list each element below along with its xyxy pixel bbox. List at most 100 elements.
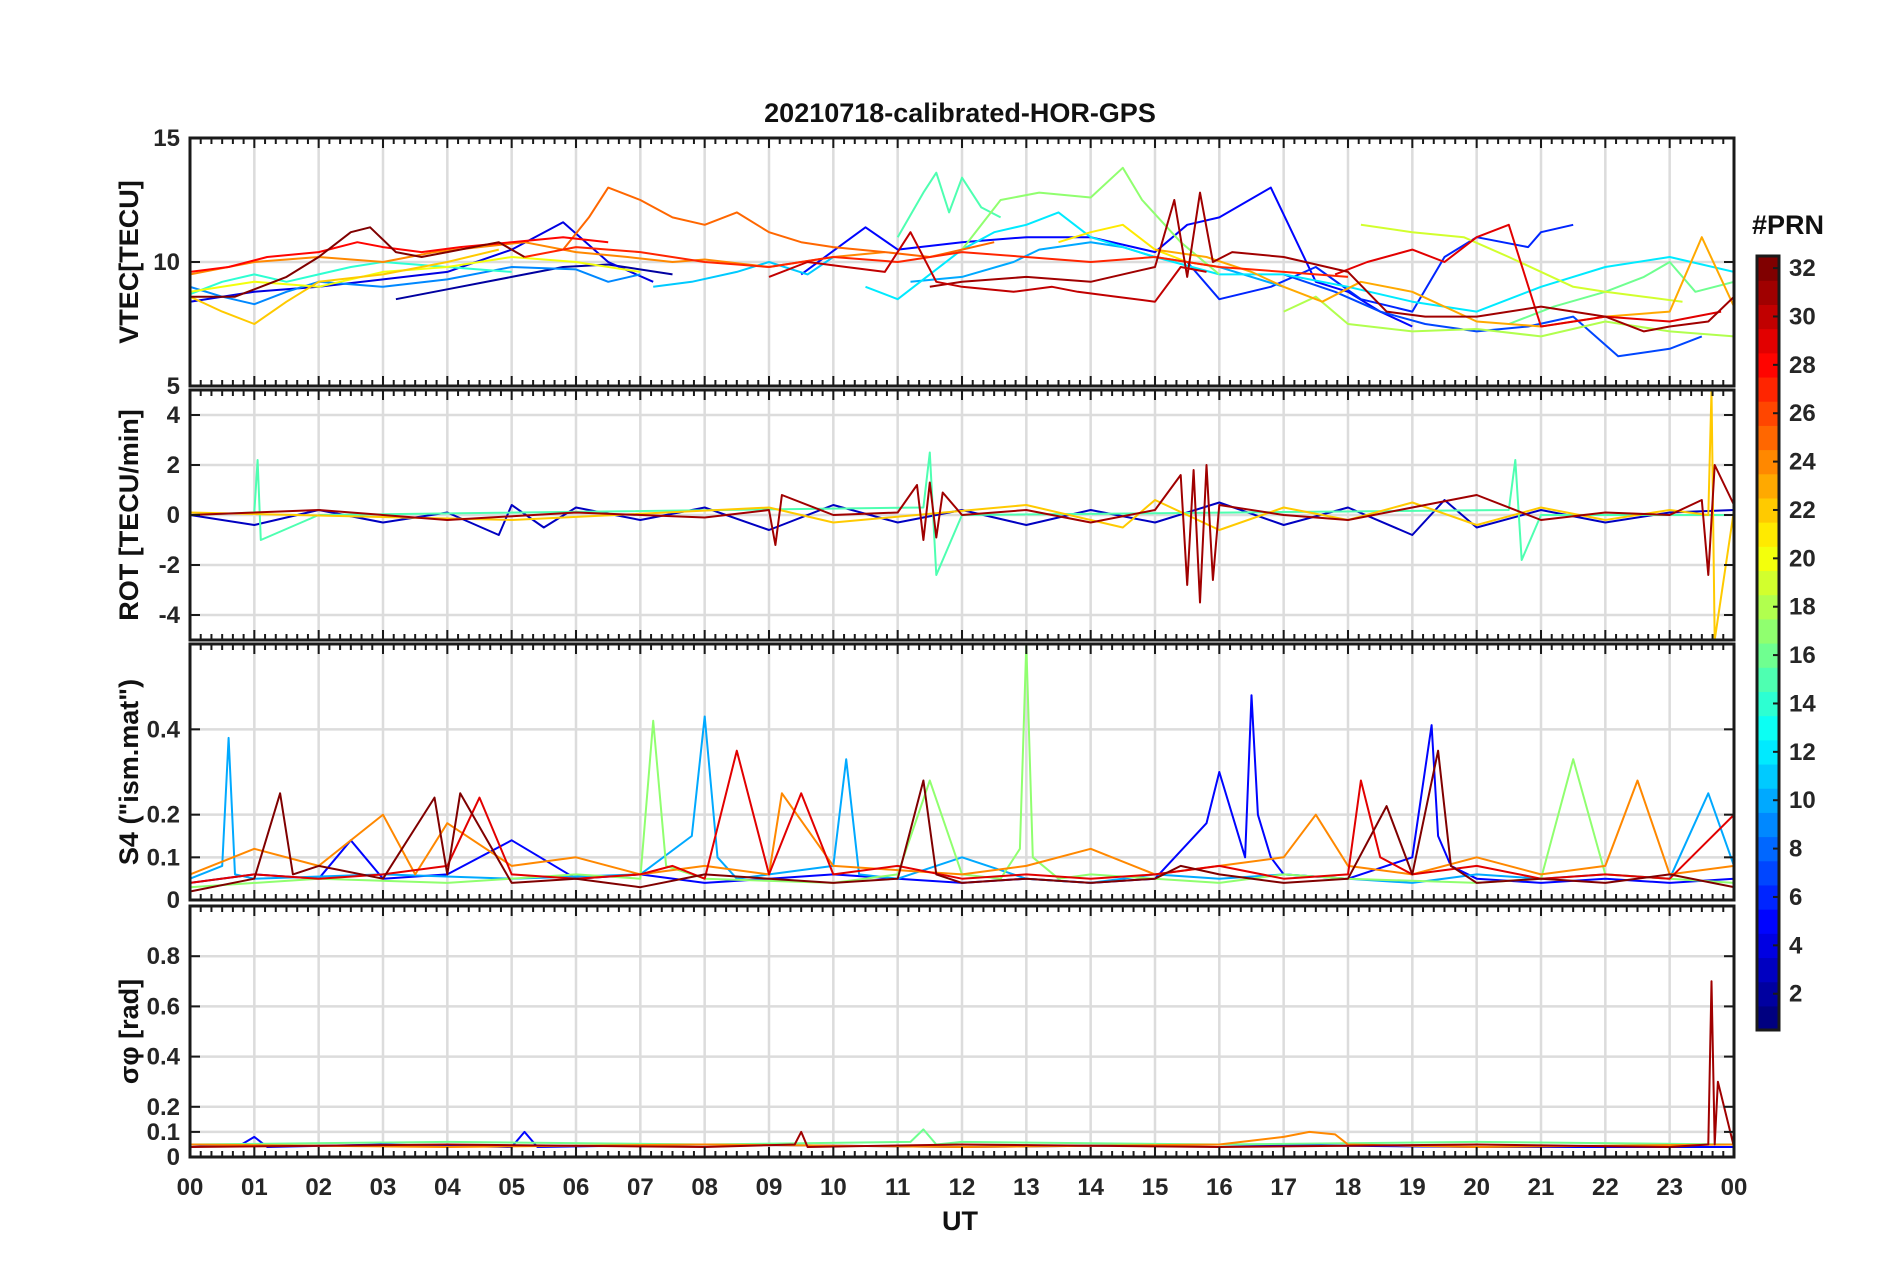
series-prn-3 [190,499,1734,536]
series-prn-29 [1334,223,1722,328]
colorbar-swatch [1757,933,1779,959]
y-tick-label: 0.1 [147,1119,180,1146]
colorbar-tick-label: 6 [1789,884,1802,911]
colorbar-swatch [1757,546,1779,572]
series-prn-31 [190,464,1734,604]
series-prn-15 [896,171,1002,238]
y-tick-label: 0.2 [147,1094,180,1121]
series-prn-22 [190,248,500,325]
y-axis-label: σφ [rad] [114,979,144,1084]
x-tick-label: 13 [1013,1174,1040,1201]
colorbar-tick-label: 12 [1789,739,1816,766]
x-tick-label: 08 [691,1174,718,1201]
y-tick-label: 4 [167,402,181,429]
x-tick-label: 04 [434,1174,461,1201]
colorbar-swatch [1757,594,1779,620]
x-tick-label: 02 [305,1174,332,1201]
panel-s4: 0 0.1 0.2 0.4S4 ("ism.mat") [114,642,1736,914]
y-tick-label: 0.4 [147,716,181,743]
series-prn-6 [1186,223,1574,313]
colorbar-swatch [1757,449,1779,475]
x-tick-label: 21 [1528,1174,1555,1201]
colorbar-swatch [1757,909,1779,934]
colorbar-tick-label: 30 [1789,303,1816,330]
x-tick-label: 09 [756,1174,783,1201]
y-tick-label: 10 [153,249,180,276]
y-tick-label: 0.2 [147,802,180,829]
colorbar-tick-label: 22 [1789,497,1816,524]
colorbar-tick-label: 2 [1789,981,1802,1008]
y-tick-label: 5 [167,373,180,400]
colorbar-frame [1755,254,1781,1032]
y-tick-label: 0 [167,502,180,529]
series-prn-30 [768,231,1207,303]
x-tick-label: 06 [563,1174,590,1201]
colorbar-swatch [1757,425,1779,451]
colorbar-swatch [1757,739,1779,765]
y-tick-label: 0.4 [147,1044,181,1071]
colorbar-swatch [1757,352,1779,378]
y-tick-label: 0.1 [147,844,180,871]
series-prn-5 [190,694,1734,884]
colorbar-tick-label: 10 [1789,787,1816,814]
series-prn-16 [1508,261,1734,325]
colorbar-swatch [1757,957,1779,983]
series-prn-19 [1360,223,1683,303]
x-tick-label: 01 [241,1174,268,1201]
series-group [190,644,1734,893]
colorbar-swatch [1757,256,1779,281]
x-tick-label: 15 [1142,1174,1169,1201]
colorbar-swatch [1757,304,1779,330]
colorbar-swatch [1757,788,1779,813]
colorbar-swatch [1757,376,1779,402]
colorbar-swatch [1757,860,1779,886]
colorbar-swatch [1757,497,1779,523]
series-prn-24 [190,779,1734,876]
panel-vtec: 5 10 15 VTEC[TECU] [114,125,1736,400]
x-tick-label: 07 [627,1174,654,1201]
colorbar-swatch [1757,715,1779,741]
x-tick-label: 18 [1335,1174,1362,1201]
series-prn-18 [1283,295,1734,338]
series-prn-27 [524,246,1349,278]
colorbar-tick-label: 20 [1789,545,1816,572]
series-group [190,166,1734,358]
colorbar-swatch [1757,401,1779,426]
x-tick-label: 17 [1270,1174,1297,1201]
y-tick-label: 0 [167,1144,180,1171]
panel-frame [188,136,1736,388]
colorbar-swatch [1757,884,1779,910]
series-prn-5 [800,186,1413,328]
colorbar-tick-label: 4 [1789,932,1803,959]
y-tick-label: -4 [159,602,181,629]
x-tick-label: 10 [820,1174,847,1201]
y-axis-label: S4 ("ism.mat") [114,679,144,865]
series-prn-23 [1154,236,1734,328]
colorbar-tick-label: 24 [1789,449,1816,476]
x-tick-label: 16 [1206,1174,1233,1201]
colorbar-swatch [1757,812,1779,838]
colorbar-swatch [1757,836,1779,862]
y-tick-label: -2 [159,552,180,579]
x-tick-label: 19 [1399,1174,1426,1201]
colorbar-swatch [1757,618,1779,644]
colorbar-swatch [1757,328,1779,354]
x-tick-label: 00 [177,1174,204,1201]
series-prn-28 [190,236,609,273]
colorbar-swatch [1757,981,1779,1007]
panel-sigma: 00.10.2 0.4 0.6 0.8σφ [rad] [114,904,1736,1171]
y-tick-label: 0 [167,887,180,914]
colorbar-swatch [1757,570,1779,596]
y-tick-label: 2 [167,452,180,479]
series-group [190,390,1734,640]
series-prn-16 [190,1128,1734,1146]
series-prn-7 [1283,273,1703,358]
x-tick-label: 00 [1721,1174,1748,1201]
y-tick-label: 15 [153,125,180,152]
series-prn-11 [653,256,834,288]
x-tick-label: 11 [885,1174,910,1201]
x-axis-label: UT [942,1206,978,1236]
colorbar-swatch [1757,280,1779,305]
